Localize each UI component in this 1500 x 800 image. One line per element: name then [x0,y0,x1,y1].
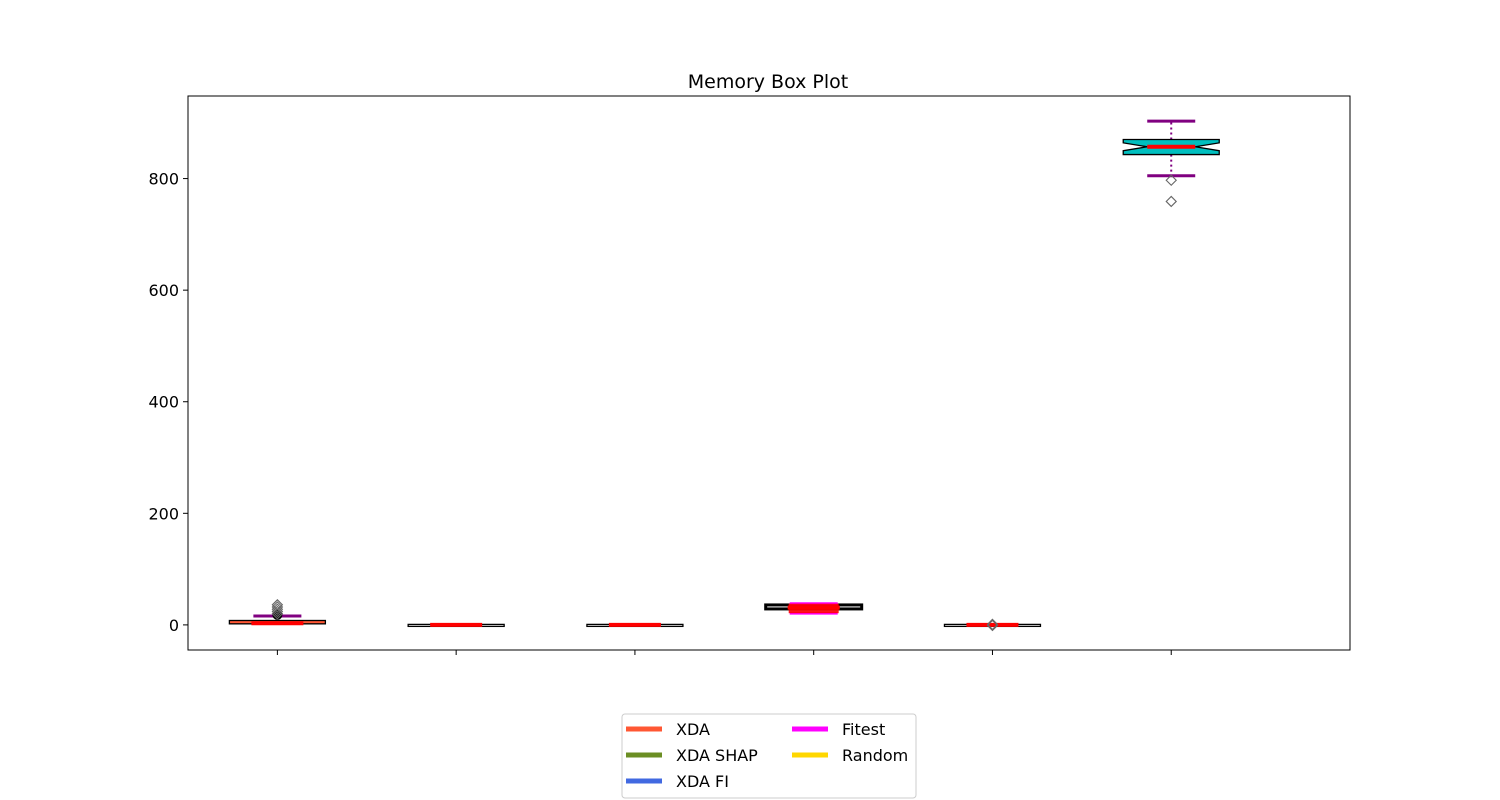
box-5 [943,618,1042,632]
y-axis: 0 200 400 600 800 [148,170,188,635]
y-tick-label: 0 [169,616,179,635]
axes-frame [187,95,1351,651]
legend-box [621,713,917,799]
chart-title: Memory Box Plot [688,71,848,93]
x-axis [276,650,1172,655]
y-tick-label: 400 [148,393,179,412]
y-tick-label: 200 [148,504,179,523]
outlier-point [271,601,284,613]
box-6 [1122,119,1220,208]
plot-area [228,119,1220,632]
legend: XDA XDA SHAP XDA FI Fitest Random [621,713,917,799]
outlier-point [271,603,284,616]
y-tick-label: 600 [148,281,179,300]
legend-label: XDA [676,720,710,739]
outlier-point [271,599,284,611]
box-1 [228,599,327,626]
legend-label: XDA SHAP [676,746,758,765]
outlier-point [1165,174,1178,187]
median-band [788,603,839,614]
outlier-point [1165,195,1178,208]
box-2 [407,622,505,628]
legend-label: Fitest [842,720,885,739]
box-3 [586,622,684,628]
box-4 [764,602,864,615]
outlier-point [271,605,284,618]
outlier-point [271,607,284,620]
legend-label: Random [842,746,908,765]
outlier-point [986,618,999,631]
legend-label: XDA FI [676,772,729,791]
y-tick-label: 800 [148,170,179,189]
outlier-point [986,619,999,632]
